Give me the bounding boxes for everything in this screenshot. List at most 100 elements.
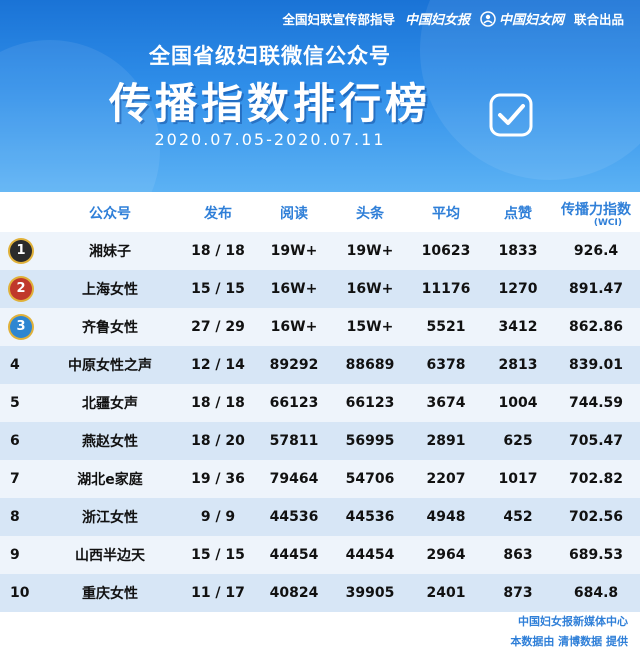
headline-cell: 15W+: [332, 308, 408, 346]
bronze-medal-icon: 3: [10, 316, 32, 338]
likes-cell: 3412: [484, 308, 552, 346]
likes-cell: 1833: [484, 232, 552, 270]
likes-cell: 863: [484, 536, 552, 574]
poster-title: 传播指数排行榜: [108, 79, 431, 128]
posts-cell: 18 / 20: [180, 422, 256, 460]
account-cell: 燕赵女性: [40, 422, 180, 460]
likes-cell: 452: [484, 498, 552, 536]
headline-cell: 39905: [332, 574, 408, 612]
guidance-text: 全国妇联宣传部指导: [282, 12, 395, 27]
rank-cell: 9: [0, 536, 40, 574]
posts-cell: 19 / 36: [180, 460, 256, 498]
reads-cell: 79464: [256, 460, 332, 498]
posts-cell: 18 / 18: [180, 384, 256, 422]
account-cell: 湘妹子: [40, 232, 180, 270]
gold-medal-icon: 1: [10, 240, 32, 262]
joint-production-text: 联合出品: [573, 12, 624, 27]
likes-cell: 873: [484, 574, 552, 612]
index-cell: 702.82: [552, 460, 640, 498]
top-credit-line: 全国妇联宣传部指导 中国妇女报 中国妇女网 联合出品: [282, 9, 624, 28]
table-header-row: 公众号 发布 阅读 头条 平均 点赞 传播力指数 (WCI): [0, 194, 640, 232]
headline-cell: 44454: [332, 536, 408, 574]
table-row: 3 齐鲁女性 27 / 29 16W+ 15W+ 5521 3412 862.8…: [0, 308, 640, 346]
posts-cell: 15 / 15: [180, 536, 256, 574]
footer-credits: 中国妇女报新媒体中心 本数据由 清博数据 提供: [510, 612, 628, 652]
rank-cell: 1: [0, 232, 40, 270]
index-cell: 689.53: [552, 536, 640, 574]
likes-cell: 625: [484, 422, 552, 460]
index-cell: 744.59: [552, 384, 640, 422]
footer-line-2: 本数据由 清博数据 提供: [510, 635, 628, 648]
account-cell: 重庆女性: [40, 574, 180, 612]
average-cell: 4948: [408, 498, 484, 536]
index-cell: 684.8: [552, 574, 640, 612]
table-row: 7 湖北e家庭 19 / 36 79464 54706 2207 1017 70…: [0, 460, 640, 498]
account-cell: 北疆女声: [40, 384, 180, 422]
headline-cell: 66123: [332, 384, 408, 422]
likes-header: 点赞: [484, 194, 552, 232]
posts-cell: 15 / 15: [180, 270, 256, 308]
reads-cell: 19W+: [256, 232, 332, 270]
reads-cell: 16W+: [256, 308, 332, 346]
headline-cell: 44536: [332, 498, 408, 536]
average-cell: 6378: [408, 346, 484, 384]
table-row: 2 上海女性 15 / 15 16W+ 16W+ 11176 1270 891.…: [0, 270, 640, 308]
brand2-logo-text: 中国妇女网: [498, 13, 564, 28]
posts-cell: 11 / 17: [180, 574, 256, 612]
reads-cell: 44536: [256, 498, 332, 536]
average-cell: 2964: [408, 536, 484, 574]
table-row: 1 湘妹子 18 / 18 19W+ 19W+ 10623 1833 926.4: [0, 232, 640, 270]
index-cell: 862.86: [552, 308, 640, 346]
posts-cell: 27 / 29: [180, 308, 256, 346]
rank-cell: 3: [0, 308, 40, 346]
rank-cell: 10: [0, 574, 40, 612]
average-cell: 3674: [408, 384, 484, 422]
rank-header: [0, 194, 40, 232]
rank-cell: 5: [0, 384, 40, 422]
reads-cell: 16W+: [256, 270, 332, 308]
poster-subtitle: 全国省级妇联微信公众号: [149, 44, 391, 68]
reads-cell: 44454: [256, 536, 332, 574]
silver-medal-icon: 2: [10, 278, 32, 300]
posts-cell: 9 / 9: [180, 498, 256, 536]
index-header-sub: (WCI): [593, 218, 622, 228]
table-row: 9 山西半边天 15 / 15 44454 44454 2964 863 689…: [0, 536, 640, 574]
account-cell: 浙江女性: [40, 498, 180, 536]
average-cell: 2401: [408, 574, 484, 612]
index-cell: 839.01: [552, 346, 640, 384]
reads-cell: 57811: [256, 422, 332, 460]
likes-cell: 1017: [484, 460, 552, 498]
reads-cell: 66123: [256, 384, 332, 422]
headline-cell: 56995: [332, 422, 408, 460]
account-cell: 齐鲁女性: [40, 308, 180, 346]
headline-cell: 16W+: [332, 270, 408, 308]
account-cell: 湖北e家庭: [40, 460, 180, 498]
average-header: 平均: [408, 194, 484, 232]
account-header: 公众号: [40, 194, 180, 232]
footer-line-1: 中国妇女报新媒体中心: [518, 615, 628, 628]
table-row: 6 燕赵女性 18 / 20 57811 56995 2891 625 705.…: [0, 422, 640, 460]
table-row: 8 浙江女性 9 / 9 44536 44536 4948 452 702.56: [0, 498, 640, 536]
headline-cell: 88689: [332, 346, 408, 384]
headline-header: 头条: [332, 194, 408, 232]
posts-cell: 12 / 14: [180, 346, 256, 384]
average-cell: 2891: [408, 422, 484, 460]
index-cell: 891.47: [552, 270, 640, 308]
table-row: 4 中原女性之声 12 / 14 89292 88689 6378 2813 8…: [0, 346, 640, 384]
average-cell: 5521: [408, 308, 484, 346]
table-row: 10 重庆女性 11 / 17 40824 39905 2401 873 684…: [0, 574, 640, 612]
checkmark-badge-icon: [489, 93, 533, 137]
table-row: 5 北疆女声 18 / 18 66123 66123 3674 1004 744…: [0, 384, 640, 422]
posts-cell: 18 / 18: [180, 232, 256, 270]
brand-emblem-icon: [480, 10, 496, 27]
reads-cell: 89292: [256, 346, 332, 384]
index-cell: 705.47: [552, 422, 640, 460]
index-cell: 926.4: [552, 232, 640, 270]
average-cell: 2207: [408, 460, 484, 498]
headline-cell: 54706: [332, 460, 408, 498]
ranking-table: 公众号 发布 阅读 头条 平均 点赞 传播力指数 (WCI) 1 湘妹子 18 …: [0, 194, 640, 612]
reads-header: 阅读: [256, 194, 332, 232]
likes-cell: 1004: [484, 384, 552, 422]
rank-cell: 7: [0, 460, 40, 498]
